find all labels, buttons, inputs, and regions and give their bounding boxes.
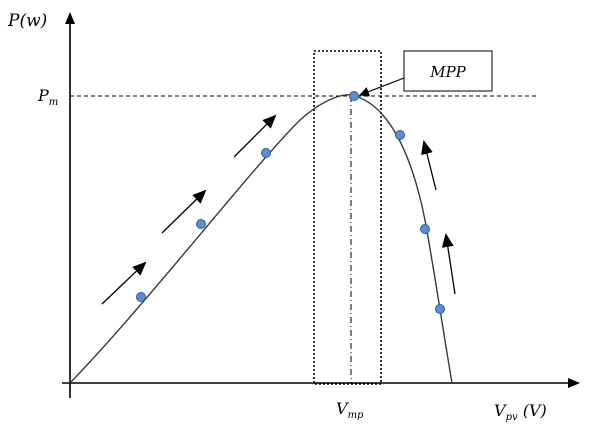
- power-curve: [69, 94, 453, 384]
- pm-label-main: P: [37, 86, 49, 105]
- operating-point: [261, 148, 271, 158]
- trend-arrow-icon: [101, 261, 147, 305]
- y-axis-label: P(w): [7, 11, 47, 31]
- trend-arrow-icon: [441, 233, 456, 295]
- operating-point: [395, 130, 405, 140]
- operating-points: [136, 91, 445, 314]
- x-axis-label-main: V: [494, 401, 507, 420]
- y-axis-label-main: P: [7, 11, 20, 31]
- trend-arrow-icon: [233, 114, 277, 158]
- mpp-callout-arrow: [359, 77, 405, 97]
- trend-arrow-icon: [421, 140, 437, 191]
- operating-point: [136, 292, 146, 302]
- mpp-callout-label: MPP: [429, 63, 466, 81]
- operating-point: [420, 224, 430, 234]
- vmp-label-main: V: [336, 399, 349, 418]
- y-axis-label-rest: (w): [19, 11, 47, 31]
- x-axis-label-rest: (V): [518, 401, 547, 420]
- operating-point: [196, 219, 206, 229]
- vmp-label-sub: mp: [348, 410, 364, 421]
- trend-arrow-icon: [161, 189, 207, 234]
- mpp-point: [349, 91, 359, 101]
- x-axis-label-sub: pv: [506, 412, 518, 423]
- pm-label-sub: m: [49, 97, 58, 108]
- x-axis-label: Vpv (V): [494, 401, 547, 423]
- mpp-region-box: [313, 50, 382, 385]
- pm-label: Pm: [37, 86, 58, 108]
- vmp-label: Vmp: [336, 399, 364, 421]
- operating-point: [435, 304, 445, 314]
- mpp-callout-box: [403, 50, 493, 92]
